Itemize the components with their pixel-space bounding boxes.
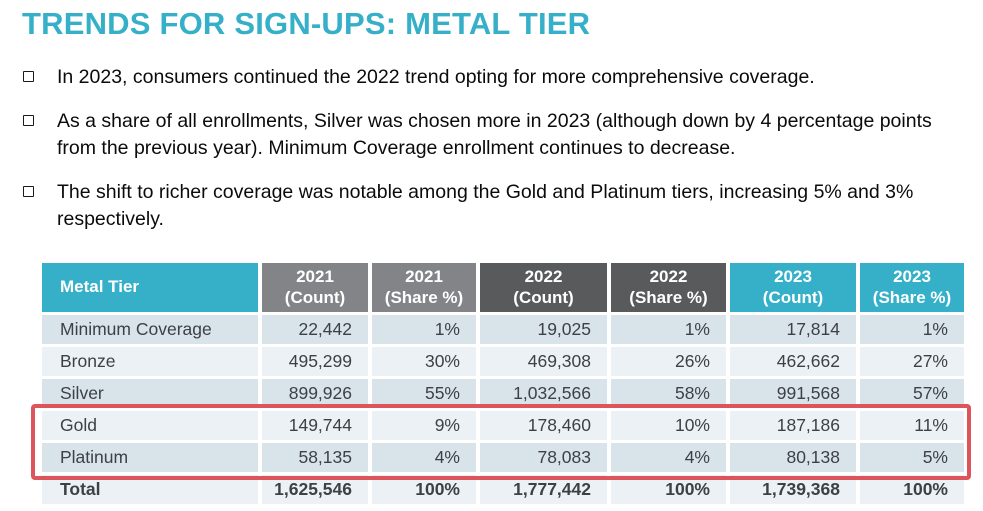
- bullet-item: The shift to richer coverage was notable…: [22, 179, 937, 233]
- value-cell: 26%: [611, 347, 726, 376]
- value-cell: 100%: [372, 475, 476, 504]
- tier-cell: Silver: [42, 379, 258, 408]
- value-cell: 469,308: [480, 347, 607, 376]
- value-cell: 1,739,368: [730, 475, 856, 504]
- column-header: 2021 (Share %): [372, 263, 476, 312]
- square-bullet-icon: [23, 71, 34, 82]
- value-cell: 495,299: [262, 347, 368, 376]
- column-header-line2: (Count): [513, 287, 574, 307]
- value-cell: 78,083: [480, 443, 607, 472]
- column-header: 2023 (Count): [730, 263, 856, 312]
- square-bullet-icon: [23, 114, 34, 126]
- value-cell: 80,138: [730, 443, 856, 472]
- bullet-text: As a share of all enrollments, Silver wa…: [57, 109, 932, 159]
- value-cell: 991,568: [730, 379, 856, 408]
- value-cell: 57%: [860, 379, 964, 408]
- column-header: Metal Tier: [42, 263, 258, 312]
- column-header: 2022 (Count): [480, 263, 607, 312]
- column-header-line2: (Share %): [629, 287, 708, 307]
- column-header: 2022 (Share %): [611, 263, 726, 312]
- value-cell: 55%: [372, 379, 476, 408]
- value-cell: 1%: [611, 315, 726, 344]
- value-cell: 22,442: [262, 315, 368, 344]
- tier-cell: Total: [42, 475, 258, 504]
- page-title: TRENDS FOR SIGN-UPS: METAL TIER: [22, 6, 591, 41]
- value-cell: 19,025: [480, 315, 607, 344]
- value-cell: 1%: [860, 315, 964, 344]
- column-header-line2: (Share %): [384, 287, 464, 307]
- value-cell: 1,777,442: [480, 475, 607, 504]
- square-bullet-icon: [23, 185, 34, 197]
- value-cell: 187,186: [730, 411, 856, 440]
- tier-cell: Minimum Coverage: [42, 315, 258, 344]
- tier-cell: Gold: [42, 411, 258, 440]
- value-cell: 27%: [860, 347, 964, 376]
- value-cell: 10%: [611, 411, 726, 440]
- value-cell: 58%: [611, 379, 726, 408]
- column-header: 2021 (Count): [262, 263, 368, 312]
- value-cell: 149,744: [262, 411, 368, 440]
- tier-cell: Bronze: [42, 347, 258, 376]
- metal-tier-table-wrap: Metal Tier 2021 (Count) 2021 (Share %) 2022 (C…: [31, 263, 971, 505]
- value-cell: 1%: [372, 315, 476, 344]
- column-header-line1: 2021: [405, 267, 443, 287]
- value-cell: 9%: [372, 411, 476, 440]
- column-header: 2023 (Share %): [860, 263, 964, 312]
- column-header-line1: 2023: [893, 267, 931, 287]
- column-header-line2: (Count): [762, 287, 824, 307]
- bullet-text: The shift to richer coverage was notable…: [57, 180, 914, 230]
- metal-tier-table: Metal Tier 2021 (Count) 2021 (Share %) 2022 (C…: [42, 263, 965, 504]
- column-header-line1: 2022: [524, 267, 563, 287]
- value-cell: 4%: [372, 443, 476, 472]
- column-header-line2: (Share %): [872, 287, 952, 307]
- value-cell: 100%: [611, 475, 726, 504]
- bullet-text: In 2023, consumers continued the 2022 tr…: [57, 66, 815, 88]
- value-cell: 178,460: [480, 411, 607, 440]
- value-cell: 5%: [860, 443, 964, 472]
- column-header-line2: (Count): [284, 287, 346, 307]
- value-cell: 30%: [372, 347, 476, 376]
- column-header-line1: 2023: [774, 267, 812, 287]
- value-cell: 899,926: [262, 379, 368, 408]
- value-cell: 4%: [611, 443, 726, 472]
- value-cell: 462,662: [730, 347, 856, 376]
- value-cell: 58,135: [262, 443, 368, 472]
- column-header-line1: Metal Tier: [60, 277, 140, 297]
- bullet-item: In 2023, consumers continued the 2022 tr…: [22, 64, 937, 91]
- value-cell: 17,814: [730, 315, 856, 344]
- value-cell: 11%: [860, 411, 964, 440]
- bullet-list: In 2023, consumers continued the 2022 tr…: [22, 64, 937, 250]
- value-cell: 1,032,566: [480, 379, 607, 408]
- column-header-line1: 2022: [649, 267, 688, 287]
- value-cell: 100%: [860, 475, 964, 504]
- bullet-item: As a share of all enrollments, Silver wa…: [22, 108, 937, 162]
- column-header-line1: 2021: [296, 267, 334, 287]
- value-cell: 1,625,546: [262, 475, 368, 504]
- tier-cell: Platinum: [42, 443, 258, 472]
